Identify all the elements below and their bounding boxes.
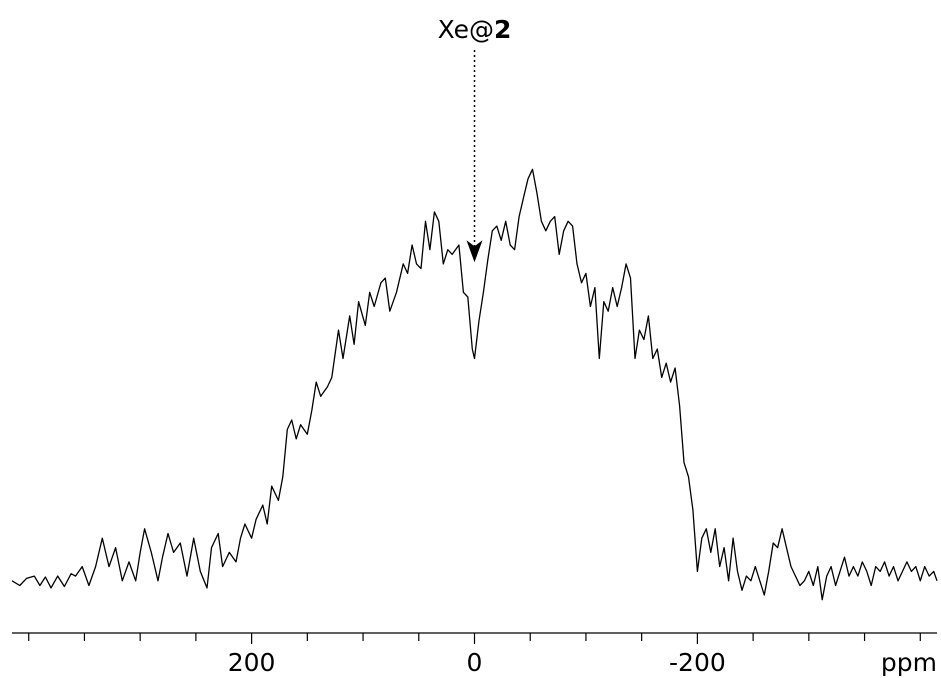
- plot-area: [11, 168, 938, 601]
- annotation-label-bold: 2: [494, 15, 511, 44]
- x-tick-label: 0: [467, 648, 483, 677]
- annotation-arrowhead: [466, 240, 483, 263]
- x-tick-labels: 200 0 -200: [228, 648, 726, 677]
- x-tick-label: -200: [669, 648, 726, 677]
- x-ticks: [28, 633, 921, 644]
- spectrum-line: [11, 168, 938, 601]
- x-axis-unit-label: ppm: [881, 648, 937, 677]
- xe-annotation: Xe@2: [438, 15, 512, 263]
- annotation-label-text: Xe@: [438, 15, 494, 44]
- x-tick-label: 200: [228, 648, 276, 677]
- x-axis: 200 0 -200 ppm: [12, 632, 937, 677]
- annotation-label: Xe@2: [438, 15, 512, 44]
